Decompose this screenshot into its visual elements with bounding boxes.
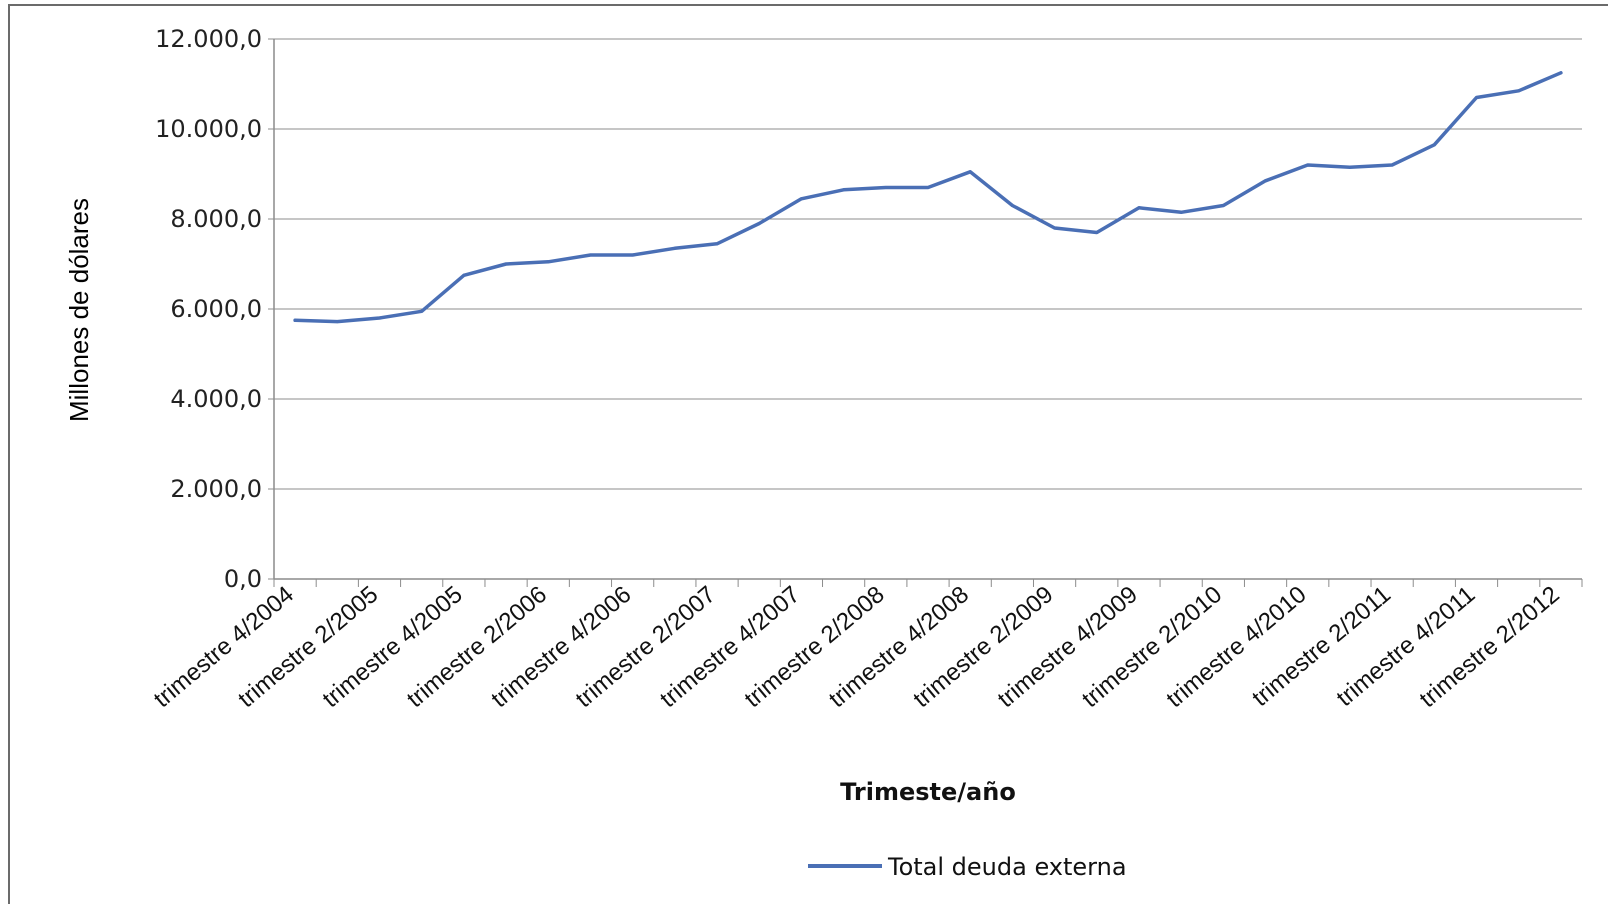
data-point	[631, 253, 635, 257]
data-point	[588, 253, 592, 257]
data-point	[1306, 163, 1310, 167]
data-point	[968, 170, 972, 174]
y-tick-label: 4.000,0	[170, 385, 262, 413]
x-axis-label: Trimeste/año	[840, 778, 1016, 806]
data-point	[504, 262, 508, 266]
y-tick-label: 0,0	[224, 565, 262, 593]
data-point	[1010, 204, 1014, 207]
legend-label: Total deuda externa	[887, 853, 1127, 881]
x-tick-label: trimestre 2/2012	[1415, 581, 1565, 713]
legend: Total deuda externa	[808, 853, 1127, 881]
y-tick-label: 10.000,0	[155, 115, 262, 143]
x-tick-label: trimestre 4/2008	[824, 581, 974, 713]
series-line	[293, 71, 1563, 324]
data-point	[1264, 179, 1268, 183]
data-point	[884, 186, 888, 189]
x-tick-label: trimestre 2/2006	[402, 581, 552, 713]
x-tick-label: trimestre 4/2010	[1161, 581, 1311, 713]
data-point	[1517, 89, 1521, 93]
data-point	[462, 273, 466, 277]
y-tick-label: 8.000,0	[170, 205, 262, 233]
data-point	[926, 186, 930, 189]
y-tick-label: 6.000,0	[170, 295, 262, 323]
axes	[268, 38, 1583, 587]
data-point	[1559, 71, 1563, 75]
x-tick-label: trimestre 4/2004	[149, 581, 299, 713]
x-tick-label: trimestre 4/2005	[318, 581, 468, 713]
data-point	[715, 242, 719, 246]
y-tick-label: 12.000,0	[155, 25, 262, 53]
x-tick-label: trimestre 4/2009	[993, 581, 1143, 713]
x-tick-label: trimestre 2/2007	[571, 581, 721, 713]
data-point	[335, 320, 339, 324]
x-tick-label: trimestre 4/2006	[486, 581, 636, 713]
data-point	[1095, 231, 1099, 234]
data-point	[546, 260, 550, 264]
x-tick-label: trimestre 2/2010	[1077, 581, 1227, 713]
data-point	[1053, 226, 1057, 230]
data-point	[1179, 210, 1183, 214]
data-point	[1348, 165, 1352, 169]
data-point	[842, 188, 846, 192]
y-tick-labels: 0,0 2.000,0 4.000,0 6.000,0 8.000,0 10.000,0 1…	[155, 25, 262, 593]
y-tick-label: 2.000,0	[170, 475, 262, 503]
gridlines	[274, 38, 1582, 490]
data-point	[673, 246, 677, 250]
data-point	[1221, 204, 1225, 207]
chart-frame	[8, 4, 1608, 904]
y-axis-label: Millones de dólares	[64, 198, 94, 422]
data-point	[1432, 143, 1436, 147]
data-point	[1137, 206, 1141, 210]
data-point	[1475, 96, 1479, 99]
data-point	[293, 318, 297, 322]
x-tick-label: trimestre 2/2008	[739, 581, 889, 713]
data-point	[377, 316, 381, 320]
data-point	[757, 222, 761, 225]
x-tick-label: trimestre 4/2007	[655, 581, 805, 713]
x-tick-label: trimestre 2/2005	[233, 581, 383, 713]
x-tick-label: trimestre 2/2009	[908, 581, 1058, 713]
series-lines	[293, 71, 1563, 324]
data-point	[799, 197, 803, 201]
data-point	[420, 309, 424, 313]
data-point	[1390, 163, 1394, 167]
